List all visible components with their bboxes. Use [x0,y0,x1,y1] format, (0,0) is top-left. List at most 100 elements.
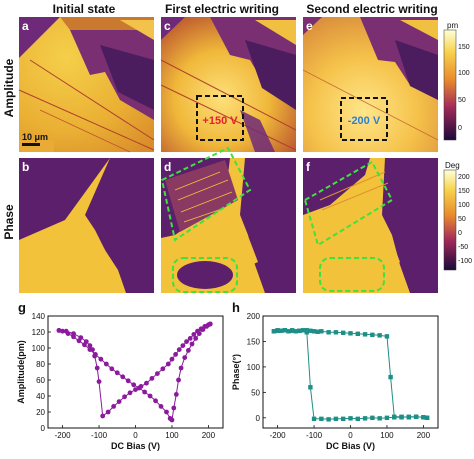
data-point [200,327,206,332]
data-point [319,416,324,422]
x-tick-label: -100 [91,431,108,440]
data-point [178,365,184,371]
y-axis-label: Amplitude(pm) [16,340,26,404]
x-tick-label: 100 [165,431,179,440]
data-point [384,415,390,421]
data-point [120,374,126,380]
phase-colorbar-tick: 50 [458,216,466,223]
data-point [142,389,148,395]
data-point [184,339,189,344]
panel-d-phase-map [161,158,296,293]
phase-colorbar-tick: 100 [458,202,470,209]
x-tick-label: 100 [380,431,394,440]
panel-e-amplitude-map [302,17,439,152]
data-point [125,378,131,384]
panel-label-f: f [306,160,311,174]
data-point [180,343,186,348]
write-region-d-upper [160,146,252,242]
row-label-amplitude: Amplitude [2,58,16,117]
data-point [348,416,353,421]
amplitude-colorbar-unit: pm [447,21,458,30]
data-point [370,415,375,421]
data-point [362,332,368,337]
data-point [60,328,65,334]
data-point [109,366,115,372]
data-point [193,336,199,341]
phase-colorbar-tick: 0 [458,230,462,237]
write-box-c [196,95,244,141]
panel-label-h: h [232,300,240,315]
data-point [424,415,430,421]
panel-f-phase-map [303,158,438,293]
amplitude-colorbar [443,29,457,141]
panel-c-amplitude-map [160,17,297,152]
data-point [111,404,117,409]
data-point [136,385,142,391]
amplitude-colorbar-tick: 50 [458,97,466,104]
data-point [189,341,195,347]
data-point [92,352,98,357]
data-point [116,399,122,404]
column-header-second: Second electric writing [306,2,437,16]
row-label-phase: Phase [2,204,16,240]
data-point [100,413,106,419]
data-point [167,416,173,421]
panel-label-a: a [22,19,29,33]
data-point [319,329,324,334]
data-point [315,329,320,334]
data-point [333,330,339,335]
data-point [282,328,288,333]
data-point [196,331,202,336]
data-point [149,376,155,381]
write-region-f-lower [319,257,385,292]
data-point [185,348,191,353]
amplitude-colorbar-tick: 150 [458,44,470,51]
data-point [71,334,76,340]
phase-colorbar-tick: -100 [458,258,472,265]
data-point [171,405,177,411]
data-point [122,394,127,400]
data-point [176,347,182,352]
data-point [147,393,153,399]
data-point [187,336,193,341]
data-point [286,329,291,334]
x-tick-label: 0 [348,431,353,440]
data-point [311,329,317,334]
data-point [191,332,197,337]
y-tick-label: 20 [36,408,45,417]
panel-label-c: c [164,19,171,33]
data-point [355,331,360,337]
data-point [421,415,426,420]
y-tick-label: 120 [32,328,46,337]
y-tick-label: 60 [36,376,45,385]
x-tick-label: -100 [306,431,323,440]
data-point [311,416,317,422]
data-point [355,416,360,422]
data-point [87,343,93,348]
data-point [87,347,93,352]
data-point [293,329,299,334]
x-tick-label: -200 [55,431,72,440]
x-axis-label: DC Bias (V) [111,441,160,451]
phase-colorbar-tick: -50 [458,244,468,251]
y-tick-label: 0 [256,414,261,423]
data-point [94,365,100,371]
phase-colorbar-unit: Deg [445,161,460,170]
data-point [413,414,419,419]
data-point [300,328,306,333]
y-tick-label: 80 [36,360,45,369]
data-point [98,356,104,362]
data-point [176,377,181,383]
y-axis-label: Phase(°) [231,354,241,390]
data-point [160,366,166,372]
data-point [377,333,382,338]
panel-label-g: g [18,300,26,315]
data-point [377,416,382,421]
data-point [308,385,313,390]
panel-label-d: d [164,160,171,174]
chart-g-amplitude-loop: -200 -100 0 100 200 0 20 40 60 80 100 120 140 DC Bias… [16,312,224,451]
data-point [333,416,339,422]
x-axis-label: DC Bias (V) [326,441,375,451]
write-voltage-second: -200 V [348,115,381,127]
